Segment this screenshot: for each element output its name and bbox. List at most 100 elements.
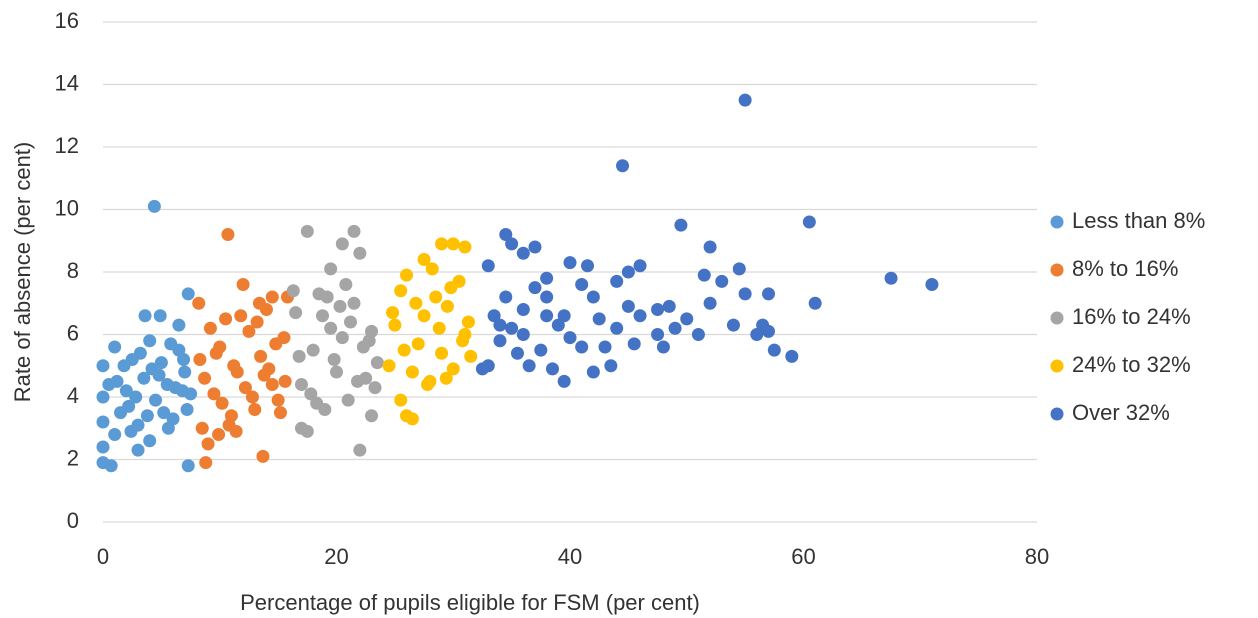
scatter-point bbox=[409, 296, 423, 310]
scatter-point bbox=[347, 296, 361, 310]
scatter-point bbox=[785, 349, 799, 363]
scatter-point bbox=[201, 437, 215, 451]
scatter-point bbox=[278, 374, 292, 388]
scatter-point bbox=[161, 421, 175, 435]
scatter-point bbox=[245, 390, 259, 404]
scatter-point bbox=[802, 215, 816, 229]
scatter-point bbox=[528, 281, 542, 295]
y-tick-label: 8 bbox=[67, 258, 79, 283]
scatter-point bbox=[534, 343, 548, 357]
scatter-point bbox=[265, 378, 279, 391]
scatter-point bbox=[310, 396, 324, 410]
scatter-point bbox=[435, 237, 449, 251]
scatter-point bbox=[96, 390, 110, 404]
y-tick-label: 16 bbox=[55, 8, 79, 33]
scatter-point bbox=[651, 328, 665, 341]
scatter-point bbox=[499, 290, 513, 304]
x-axis-label: Percentage of pupils eligible for FSM (p… bbox=[240, 590, 700, 615]
scatter-point bbox=[540, 309, 554, 323]
scatter-point bbox=[715, 274, 729, 288]
scatter-point bbox=[227, 359, 241, 373]
scatter-point bbox=[528, 240, 542, 254]
scatter-point bbox=[149, 393, 163, 407]
scatter-point bbox=[421, 378, 435, 391]
scatter-point bbox=[405, 365, 419, 379]
scatter-point bbox=[351, 374, 365, 388]
scatter-point bbox=[487, 309, 501, 323]
legend-label: 8% to 16% bbox=[1072, 256, 1178, 281]
scatter-point bbox=[108, 428, 122, 441]
scatter-point bbox=[697, 268, 711, 282]
scatter-point bbox=[703, 240, 717, 254]
scatter-point bbox=[726, 318, 740, 332]
scatter-point bbox=[388, 318, 402, 332]
scatter-point bbox=[432, 321, 446, 335]
scatter-point bbox=[330, 365, 343, 379]
scatter-point bbox=[732, 262, 746, 276]
scatter-point bbox=[475, 362, 489, 376]
scatter-point bbox=[108, 340, 122, 354]
scatter-point bbox=[137, 371, 151, 385]
scatter-point bbox=[761, 324, 775, 338]
legend-marker bbox=[1050, 263, 1064, 277]
scatter-point bbox=[510, 346, 524, 360]
scatter-point bbox=[808, 296, 822, 310]
legend-marker bbox=[1050, 359, 1064, 373]
scatter-point bbox=[157, 406, 171, 420]
scatter-point bbox=[335, 237, 349, 251]
scatter-point bbox=[102, 378, 116, 391]
scatter-point bbox=[464, 349, 478, 363]
scatter-point bbox=[356, 340, 370, 354]
scatter-point bbox=[256, 449, 270, 463]
scatter-point bbox=[439, 371, 453, 385]
scatter-point bbox=[493, 334, 507, 348]
scatter-point bbox=[254, 349, 268, 363]
scatter-point bbox=[499, 228, 513, 241]
y-tick-label: 10 bbox=[55, 195, 79, 220]
scatter-point bbox=[131, 443, 145, 457]
scatter-point bbox=[621, 265, 635, 279]
scatter-point bbox=[516, 246, 530, 260]
scatter-point bbox=[178, 365, 192, 379]
scatter-point bbox=[575, 278, 589, 291]
scatter-point bbox=[236, 278, 250, 291]
scatter-point bbox=[674, 218, 688, 232]
scatter-point bbox=[133, 346, 147, 360]
scatter-point bbox=[238, 381, 252, 395]
scatter-point bbox=[750, 328, 764, 341]
scatter-point bbox=[662, 299, 676, 313]
x-tick-label: 80 bbox=[1025, 544, 1049, 569]
scatter-point bbox=[96, 440, 110, 454]
scatter-point bbox=[563, 331, 577, 345]
scatter-point bbox=[292, 349, 306, 363]
scatter-point bbox=[551, 318, 565, 332]
scatter-point bbox=[248, 403, 262, 416]
scatter-point bbox=[324, 321, 338, 335]
scatter-point bbox=[124, 424, 138, 438]
scatter-point bbox=[767, 343, 781, 357]
scatter-point bbox=[193, 353, 207, 366]
scatter-point bbox=[382, 359, 396, 373]
scatter-point bbox=[209, 346, 223, 360]
scatter-point bbox=[761, 287, 775, 301]
y-tick-label: 14 bbox=[55, 70, 79, 95]
y-tick-label: 0 bbox=[67, 508, 79, 533]
legend-marker bbox=[1050, 407, 1064, 421]
scatter-point bbox=[304, 387, 318, 401]
scatter-point bbox=[738, 93, 752, 107]
scatter-point bbox=[327, 353, 341, 366]
scatter-point bbox=[353, 443, 367, 457]
scatter-point bbox=[516, 328, 530, 341]
scatter-point bbox=[181, 459, 195, 473]
scatter-point bbox=[339, 278, 353, 291]
scatter-point bbox=[199, 456, 213, 470]
scatter-point bbox=[680, 312, 694, 326]
scatter-point bbox=[195, 421, 209, 435]
scatter-point bbox=[219, 312, 233, 326]
scatter-point bbox=[435, 346, 449, 360]
scatter-point bbox=[152, 368, 166, 382]
scatter-point bbox=[563, 256, 577, 270]
x-tick-label: 40 bbox=[558, 544, 582, 569]
scatter-point bbox=[192, 296, 206, 310]
